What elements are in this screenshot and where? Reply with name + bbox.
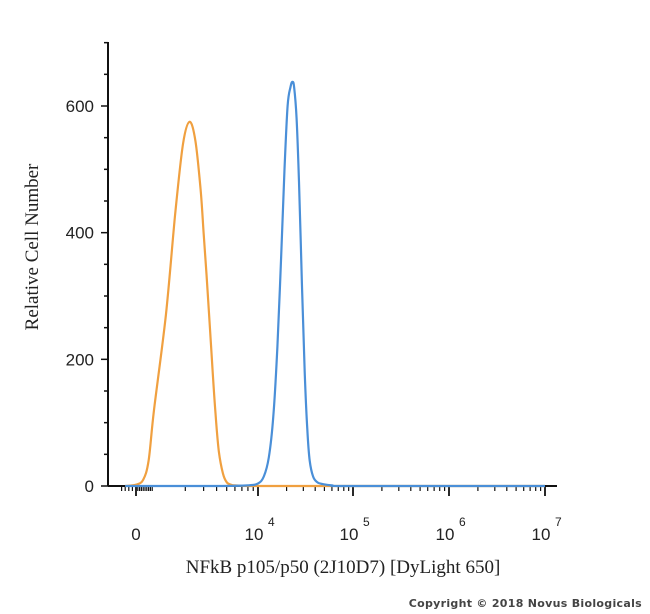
x-axis: 0 10 4 10 5 10 6 10 7	[108, 485, 562, 544]
x-tick-label: 10	[245, 525, 264, 544]
x-tick-exponent: 7	[555, 515, 562, 529]
x-tick-exponent: 5	[363, 515, 370, 529]
x-tick-exponent: 6	[459, 515, 466, 529]
x-tick-label: 0	[131, 525, 140, 544]
histogram-series-2	[125, 80, 545, 488]
y-tick-label: 600	[66, 97, 94, 116]
y-tick-label: 400	[66, 224, 94, 243]
copyright-notice: Copyright © 2018 Novus Biologicals	[408, 597, 642, 610]
y-tick-label: 200	[66, 350, 94, 369]
x-tick-label: 10	[340, 525, 359, 544]
x-tick-exponent: 4	[268, 515, 275, 529]
x-axis-title: NFkB p105/p50 (2J10D7) [DyLight 650]	[186, 557, 501, 578]
y-axis: 0 200 400 600	[66, 41, 109, 496]
x-tick-label: 10	[532, 525, 551, 544]
y-tick-label: 0	[85, 477, 94, 496]
y-axis-title: Relative Cell Number	[22, 163, 43, 330]
x-tick-label: 10	[436, 525, 455, 544]
histogram-series-1	[125, 120, 545, 488]
series-group	[125, 80, 545, 488]
